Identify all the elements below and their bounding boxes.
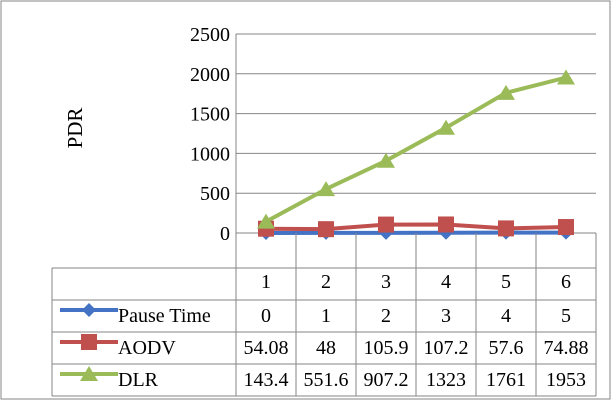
category-label: 6 xyxy=(561,271,571,293)
data-label: 1323 xyxy=(426,369,466,391)
y-tick-label: 1000 xyxy=(190,143,230,165)
data-label: 1953 xyxy=(546,369,586,391)
category-label: 1 xyxy=(261,271,271,293)
data-label: 4 xyxy=(501,305,511,327)
category-label: 5 xyxy=(501,271,511,293)
y-tick-label: 500 xyxy=(200,183,230,205)
data-point xyxy=(558,219,574,235)
category-label: 3 xyxy=(381,271,391,293)
data-label: 551.6 xyxy=(304,369,349,391)
data-label: 143.4 xyxy=(244,369,289,391)
legend-key-marker xyxy=(81,334,97,350)
data-point xyxy=(438,216,454,232)
category-label: 4 xyxy=(441,271,451,293)
data-point xyxy=(318,221,334,237)
y-tick-label: 2500 xyxy=(190,24,230,46)
data-label: 48 xyxy=(316,337,336,359)
category-label: 2 xyxy=(321,271,331,293)
y-tick-label: 1500 xyxy=(190,104,230,126)
data-label: 2 xyxy=(381,305,391,327)
legend-entry: Pause Time xyxy=(118,305,211,327)
data-label: 74.88 xyxy=(544,337,589,359)
data-point xyxy=(498,220,514,236)
data-point xyxy=(378,217,394,233)
legend-entry: AODV xyxy=(118,337,176,359)
data-label: 1761 xyxy=(486,369,526,391)
data-label: 3 xyxy=(441,305,451,327)
data-label: 54.08 xyxy=(244,337,289,359)
y-axis-label: PDR xyxy=(63,108,87,149)
legend-entry: DLR xyxy=(118,369,159,391)
data-label: 5 xyxy=(561,305,571,327)
y-tick-label: 2000 xyxy=(190,64,230,86)
data-label: 105.9 xyxy=(364,337,409,359)
data-label: 57.6 xyxy=(489,337,524,359)
data-label: 107.2 xyxy=(424,337,469,359)
data-label: 907.2 xyxy=(364,369,409,391)
data-label: 1 xyxy=(321,305,331,327)
data-label: 0 xyxy=(261,305,271,327)
y-tick-label: 0 xyxy=(220,223,230,245)
